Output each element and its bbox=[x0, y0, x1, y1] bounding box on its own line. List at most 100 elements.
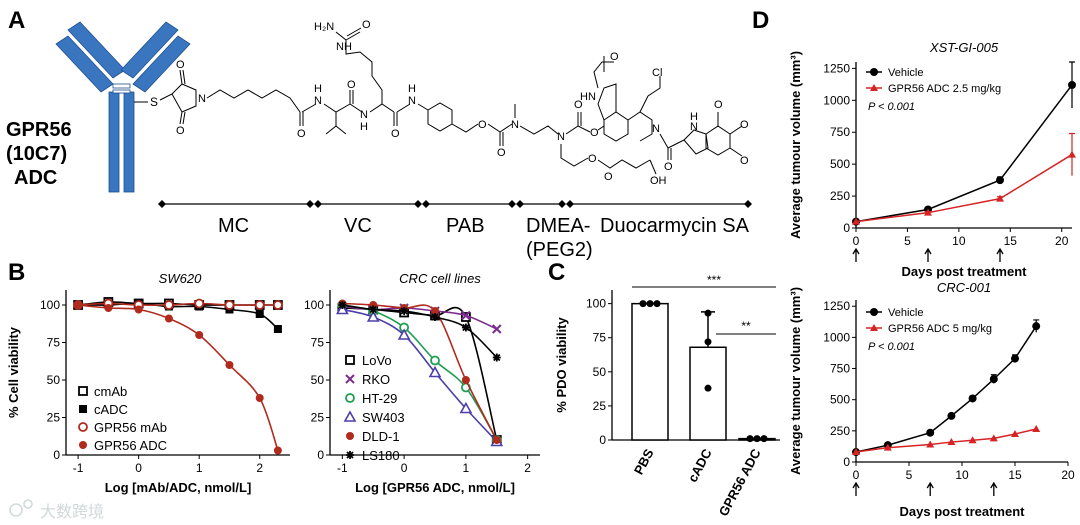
y-tick-label: 0 bbox=[53, 448, 60, 462]
y-tick-label: 750 bbox=[830, 362, 850, 376]
citrulline-h: H bbox=[360, 121, 368, 133]
point-dld-1 bbox=[431, 307, 439, 315]
ome-1: O bbox=[714, 99, 723, 111]
peg-o2: O bbox=[604, 171, 613, 183]
legend-marker-dld-1 bbox=[346, 432, 354, 440]
legend-label-cmab: cmAb bbox=[94, 384, 127, 399]
point-dld-1 bbox=[492, 436, 501, 444]
point-rko bbox=[492, 324, 502, 334]
data-point-pbs bbox=[653, 300, 661, 308]
x-tick-label: 10 bbox=[952, 234, 966, 248]
data-point-cadc bbox=[704, 309, 712, 317]
point-gpr56-adc-2-5-mg-kg bbox=[1068, 150, 1076, 158]
dmea-n: N bbox=[557, 131, 565, 143]
point-sw403 bbox=[459, 401, 473, 414]
point-ls180 bbox=[338, 301, 347, 309]
urea-o: O bbox=[362, 19, 371, 31]
legend-marker-lovo bbox=[345, 355, 355, 365]
point-ls180 bbox=[492, 353, 501, 362]
category-label-pbs: PBS bbox=[631, 446, 657, 477]
legend-marker-rko bbox=[345, 374, 355, 384]
curve-ls180 bbox=[342, 304, 498, 359]
p-value: P < 0.001 bbox=[868, 101, 915, 113]
tmi-n: N bbox=[690, 121, 698, 133]
y-axis-label: Average tumour volume (mm³) bbox=[788, 51, 803, 239]
y-tick-label: 75 bbox=[47, 336, 61, 350]
ester-o: O bbox=[574, 99, 583, 111]
line-gpr56-adc-5-mg-kg bbox=[855, 428, 1037, 453]
methyl-n: N bbox=[511, 119, 519, 131]
segment-bracket-ends bbox=[158, 200, 752, 208]
point-gpr56-adc bbox=[195, 331, 204, 339]
data-point-gpr56-adc bbox=[760, 435, 768, 443]
legend-label-vehicle: Vehicle bbox=[888, 67, 923, 79]
point-vehicle bbox=[996, 176, 1004, 185]
x-axis-label: Log [GPR56 ADC, nmol/L] bbox=[355, 480, 515, 495]
indole-hn: HN bbox=[580, 91, 596, 103]
legend-label-vehicle: Vehicle bbox=[888, 307, 923, 319]
x-tick-label: 2 bbox=[256, 461, 263, 475]
point-gpr56-adc bbox=[134, 305, 143, 314]
point-gpr56-mab bbox=[224, 300, 235, 310]
point-cadc bbox=[255, 310, 264, 318]
point-ls180 bbox=[400, 307, 409, 315]
point-vehicle bbox=[947, 411, 956, 420]
pab-o: O bbox=[478, 119, 487, 131]
valine-o: O bbox=[347, 79, 356, 91]
point-gpr56-mab bbox=[272, 300, 283, 310]
y-tick-label: 1000 bbox=[823, 93, 850, 107]
duocarmycin-n: N bbox=[652, 123, 660, 135]
point-gpr56-adc-2-5-mg-kg bbox=[852, 217, 860, 225]
legend-label-gpr56-adc-5-mg-kg: GPR56 ADC 5 mg/kg bbox=[888, 323, 992, 335]
point-ls180 bbox=[431, 313, 439, 321]
data-point-cadc bbox=[704, 384, 712, 392]
p-value: P < 0.001 bbox=[868, 341, 915, 353]
maleimide-o-bottom: O bbox=[176, 125, 185, 137]
y-tick-label: 50 bbox=[47, 373, 61, 387]
x-tick-label: 2 bbox=[524, 461, 531, 475]
y-tick-label: 500 bbox=[830, 157, 850, 171]
link-o: O bbox=[590, 127, 599, 139]
point-vehicle bbox=[1032, 322, 1041, 331]
point-gpr56-adc-5-mg-kg bbox=[852, 448, 860, 456]
point-gpr56-adc bbox=[255, 394, 264, 402]
valine-n: N bbox=[314, 95, 322, 107]
antibody-icon bbox=[55, 21, 191, 193]
plot-title: SW620 bbox=[159, 271, 202, 286]
legend-label-lovo: LoVo bbox=[362, 353, 392, 368]
x-tick-label: -1 bbox=[73, 461, 84, 475]
point-gpr56-adc-5-mg-kg bbox=[968, 436, 977, 444]
legend-marker-vehicle bbox=[870, 68, 878, 76]
watermark: 大数跨境 bbox=[9, 499, 104, 521]
point-gpr56-adc-5-mg-kg bbox=[1011, 429, 1019, 437]
antibody-label-line2: (10C7) bbox=[6, 143, 67, 165]
crc-cell-lines-viability-plot: 0 25 50 75 100 -1 0 1 2 Log [GPR56 ADC, nmol/L] CR… bbox=[304, 271, 540, 495]
legend-label-sw403: SW403 bbox=[362, 410, 405, 425]
legend-label-gpr56-adc-2-5-mg-kg: GPR56 ADC 2.5 mg/kg bbox=[888, 83, 1001, 95]
segment-pab: PAB bbox=[446, 215, 485, 237]
y-tick-label: 50 bbox=[593, 365, 607, 379]
point-gpr56-adc-5-mg-kg bbox=[947, 438, 956, 446]
y-tick-label: 0 bbox=[843, 455, 850, 469]
citrulline-o: O bbox=[391, 128, 400, 140]
x-tick-label: 20 bbox=[1061, 468, 1075, 482]
legend-marker-vehicle bbox=[870, 308, 878, 316]
plot-title: CRC cell lines bbox=[399, 271, 481, 286]
crc-001-tumour-growth-plot: 0 250 500 750 1000 1250 0 5 10 15 20 Days post trea… bbox=[788, 280, 1075, 519]
point-gpr56-adc bbox=[74, 301, 83, 309]
segment-peg2: (PEG2) bbox=[526, 239, 593, 261]
y-tick-label: 25 bbox=[47, 411, 61, 425]
x-tick-label: 10 bbox=[955, 468, 969, 482]
point-vehicle bbox=[968, 394, 977, 403]
x-tick-label: 0 bbox=[135, 461, 142, 475]
dosing-arrow-icon bbox=[996, 247, 1004, 262]
legend-marker-gpr56-adc-5-mg-kg bbox=[870, 324, 878, 331]
y-tick-label: 100 bbox=[586, 297, 606, 311]
legend-marker-sw403 bbox=[343, 410, 357, 422]
y-tick-label: 0 bbox=[843, 221, 850, 235]
maleimide-n: N bbox=[198, 93, 206, 105]
panel-label-c: C bbox=[548, 259, 565, 286]
x-tick-label: 1 bbox=[463, 461, 470, 475]
panel-label-d: D bbox=[752, 7, 769, 34]
y-tick-label: 25 bbox=[311, 411, 325, 425]
